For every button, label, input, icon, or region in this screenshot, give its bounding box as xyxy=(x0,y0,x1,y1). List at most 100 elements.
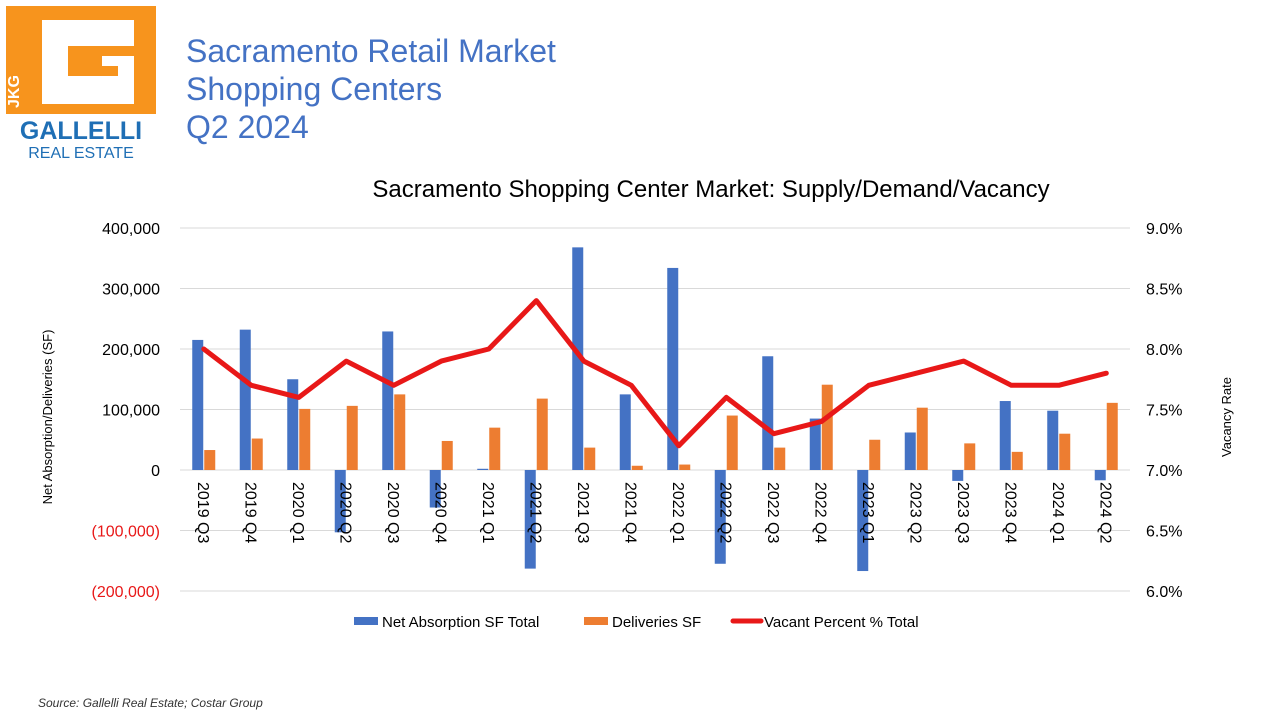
bar-net-absorption xyxy=(429,470,441,508)
company-logo: JKG GALLELLI REAL ESTATE xyxy=(6,6,156,162)
y-tick-label: 100,000 xyxy=(102,403,160,420)
point-vacancy-rate xyxy=(487,347,491,351)
bar-net-absorption xyxy=(287,379,299,470)
bar-deliveries xyxy=(916,407,928,470)
point-vacancy-rate xyxy=(534,299,538,303)
bar-deliveries xyxy=(726,415,738,470)
point-vacancy-rate xyxy=(1057,383,1061,387)
point-vacancy-rate xyxy=(772,432,776,436)
bar-deliveries xyxy=(821,384,833,470)
point-vacancy-rate xyxy=(867,383,871,387)
x-tick-label: 2021 Q2 xyxy=(526,482,543,543)
bar-deliveries xyxy=(1059,433,1071,470)
point-vacancy-rate xyxy=(249,383,253,387)
point-vacancy-rate xyxy=(629,383,633,387)
point-vacancy-rate xyxy=(962,359,966,363)
legend-swatch-deliveries xyxy=(584,617,608,625)
legend-label-vacancy: Vacant Percent % Total xyxy=(764,614,919,631)
bar-net-absorption xyxy=(334,470,346,533)
y-tick-label: 300,000 xyxy=(102,282,160,299)
bar-net-absorption xyxy=(904,432,916,470)
legend-label-deliveries: Deliveries SF xyxy=(612,614,701,631)
x-tick-label: 2024 Q1 xyxy=(1049,482,1066,543)
point-vacancy-rate xyxy=(392,383,396,387)
bar-net-absorption xyxy=(382,331,394,470)
bar-net-absorption xyxy=(477,468,489,470)
bar-deliveries xyxy=(679,464,691,470)
y2-tick-label: 6.0% xyxy=(1146,584,1182,601)
bar-deliveries xyxy=(1106,402,1118,470)
bar-net-absorption xyxy=(572,247,584,470)
point-vacancy-rate xyxy=(677,444,681,448)
y2-tick-label: 7.5% xyxy=(1146,403,1182,420)
bar-deliveries xyxy=(964,443,976,470)
x-tick-label: 2021 Q3 xyxy=(574,482,591,543)
x-tick-label: 2022 Q1 xyxy=(669,482,686,543)
point-vacancy-rate xyxy=(439,359,443,363)
y2-tick-label: 8.5% xyxy=(1146,282,1182,299)
bar-deliveries xyxy=(1011,451,1023,470)
bar-deliveries xyxy=(394,394,406,470)
x-tick-label: 2021 Q4 xyxy=(621,482,638,543)
bar-deliveries xyxy=(489,427,501,470)
bar-deliveries xyxy=(441,440,453,470)
bar-net-absorption xyxy=(239,329,251,470)
point-vacancy-rate xyxy=(202,347,206,351)
x-tick-label: 2023 Q4 xyxy=(1001,482,1018,543)
source-note: Source: Gallelli Real Estate; Costar Gro… xyxy=(38,696,263,710)
point-vacancy-rate xyxy=(297,395,301,399)
point-vacancy-rate xyxy=(344,359,348,363)
bar-deliveries xyxy=(869,439,881,470)
bar-deliveries xyxy=(584,447,596,470)
y2-tick-label: 9.0% xyxy=(1146,221,1182,238)
bar-net-absorption xyxy=(1047,410,1059,470)
point-vacancy-rate xyxy=(724,395,728,399)
y-tick-label: 0 xyxy=(151,463,160,480)
x-tick-label: 2022 Q4 xyxy=(811,482,828,543)
y-axis-title: Net Absorption/Deliveries (SF) xyxy=(40,330,55,505)
x-tick-label: 2020 Q2 xyxy=(336,482,353,543)
y2-tick-label: 6.5% xyxy=(1146,524,1182,541)
bar-net-absorption xyxy=(762,356,774,470)
x-tick-label: 2023 Q3 xyxy=(954,482,971,543)
x-tick-label: 2023 Q2 xyxy=(906,482,923,543)
bar-net-absorption xyxy=(999,401,1011,470)
legend-swatch-net-absorption xyxy=(354,617,378,625)
bar-net-absorption xyxy=(619,394,631,470)
y2-tick-label: 7.0% xyxy=(1146,463,1182,480)
x-tick-label: 2023 Q1 xyxy=(859,482,876,543)
slide-title-line: Sacramento Retail Market xyxy=(186,33,556,69)
bar-deliveries xyxy=(346,405,358,470)
x-tick-label: 2022 Q3 xyxy=(764,482,781,543)
point-vacancy-rate xyxy=(819,420,823,424)
x-tick-label: 2022 Q2 xyxy=(716,482,733,543)
bar-net-absorption xyxy=(857,470,869,572)
point-vacancy-rate xyxy=(1104,371,1108,375)
y2-tick-label: 8.0% xyxy=(1146,342,1182,359)
bar-deliveries xyxy=(204,450,216,470)
point-vacancy-rate xyxy=(914,371,918,375)
bar-net-absorption xyxy=(192,339,204,470)
x-tick-label: 2021 Q1 xyxy=(479,482,496,543)
bar-net-absorption xyxy=(809,418,821,470)
y-tick-label: 400,000 xyxy=(102,221,160,238)
bar-deliveries xyxy=(536,398,548,470)
logo-name-line1: GALLELLI xyxy=(20,117,142,145)
bar-net-absorption xyxy=(952,470,964,481)
point-vacancy-rate xyxy=(582,359,586,363)
bar-deliveries xyxy=(251,438,263,470)
x-tick-label: 2024 Q2 xyxy=(1096,482,1113,543)
logo-g-mark xyxy=(42,20,134,104)
y-tick-label: 200,000 xyxy=(102,342,160,359)
bar-net-absorption xyxy=(667,267,679,470)
bar-deliveries xyxy=(299,408,311,470)
bar-net-absorption xyxy=(714,470,726,564)
logo-initials: JKG xyxy=(6,75,23,108)
slide-title-line: Q2 2024 xyxy=(186,109,309,145)
bar-net-absorption xyxy=(524,470,536,569)
y-tick-label: (200,000) xyxy=(92,584,161,601)
bar-deliveries xyxy=(774,447,786,470)
legend-label-net-absorption: Net Absorption SF Total xyxy=(382,614,539,631)
x-tick-label: 2019 Q4 xyxy=(241,482,258,543)
